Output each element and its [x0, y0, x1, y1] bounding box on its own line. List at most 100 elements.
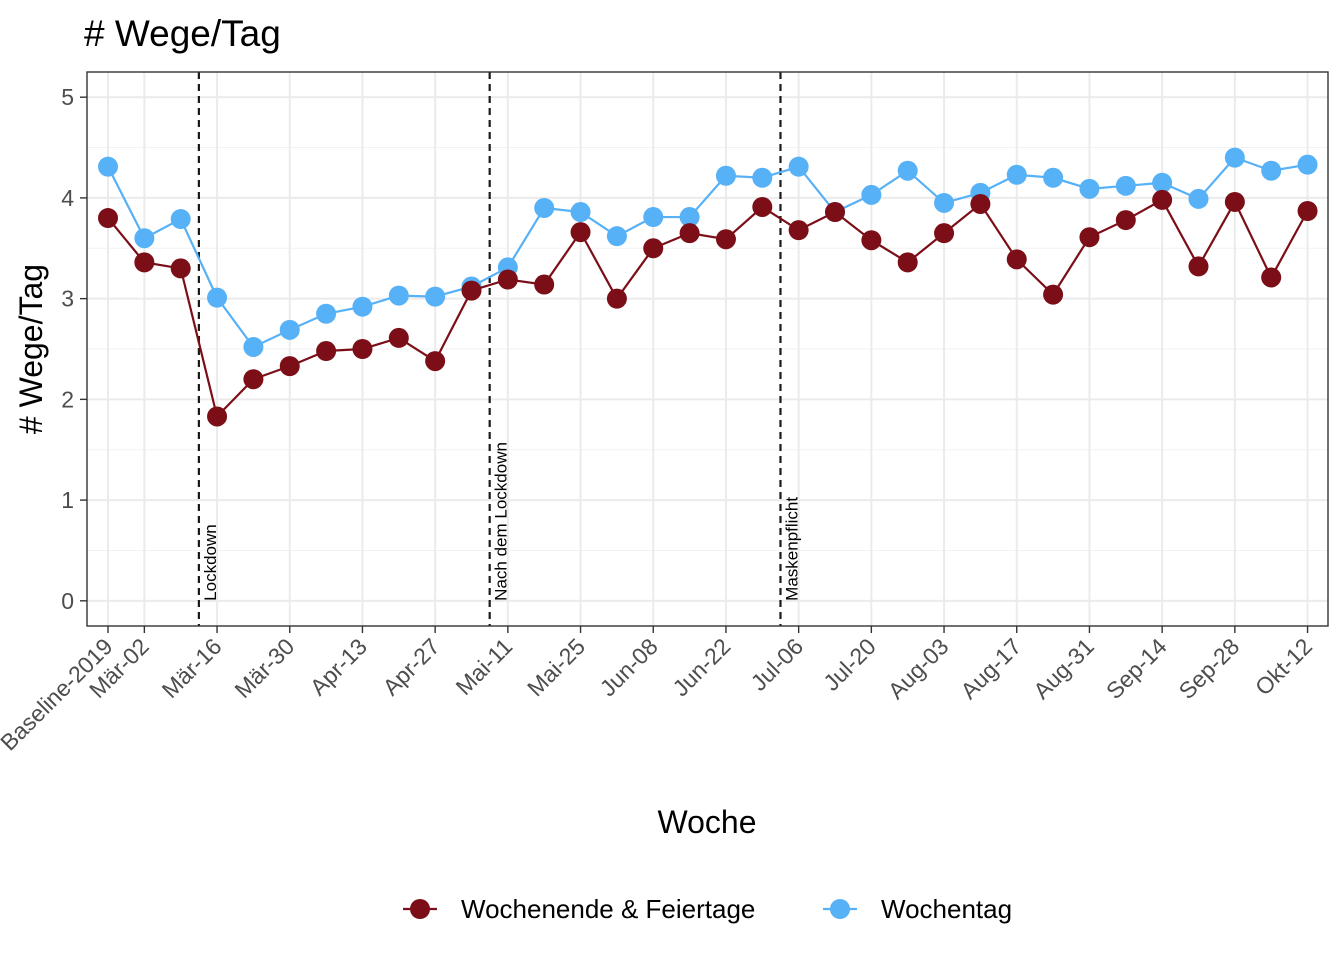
data-point	[279, 319, 300, 340]
data-point	[1188, 188, 1209, 209]
data-point	[752, 196, 773, 217]
y-tick-label: 3	[61, 286, 74, 312]
data-point	[279, 356, 300, 377]
data-point	[425, 351, 446, 372]
y-tick-label: 0	[61, 588, 74, 614]
x-tick-label: Jul-20	[818, 633, 881, 696]
legend-key-marker	[410, 899, 430, 919]
x-tick-label: Mär-30	[229, 633, 299, 703]
y-tick-label: 5	[61, 84, 74, 110]
data-point	[970, 193, 991, 214]
data-point	[534, 197, 555, 218]
data-point	[1261, 267, 1282, 288]
x-tick-label: Jun-08	[595, 633, 663, 701]
data-point	[98, 208, 118, 229]
event-label: Maskenpflicht	[782, 497, 801, 601]
data-point	[243, 336, 264, 357]
data-point	[1152, 189, 1173, 210]
data-point	[934, 223, 955, 244]
data-point	[243, 369, 264, 390]
data-point	[861, 184, 882, 205]
data-point	[1115, 210, 1136, 231]
data-point	[1079, 178, 1100, 199]
data-point	[1261, 160, 1282, 181]
data-point	[207, 287, 228, 308]
data-point	[934, 192, 955, 213]
data-point	[1297, 201, 1318, 222]
legend: Wochenende & Feiertage Wochentag	[403, 894, 1012, 924]
event-label: Nach dem Lockdown	[492, 442, 511, 601]
data-point	[715, 165, 736, 186]
data-point	[352, 296, 373, 317]
plot-border	[86, 71, 1329, 627]
data-point	[134, 228, 155, 249]
data-point	[1079, 227, 1100, 248]
data-point	[98, 156, 118, 177]
x-tick-label: Aug-17	[955, 633, 1026, 704]
data-point	[497, 269, 518, 290]
data-point	[1006, 249, 1027, 270]
x-tick-label: Aug-03	[883, 633, 954, 704]
event-label: Lockdown	[201, 524, 220, 601]
data-point	[606, 226, 627, 247]
x-tick-label: Jun-22	[667, 633, 735, 701]
data-point	[425, 286, 446, 307]
x-tick-label: Jul-06	[745, 633, 808, 696]
y-tick-label: 1	[61, 487, 74, 513]
data-point	[388, 285, 409, 306]
x-tick-label: Sep-14	[1101, 633, 1172, 704]
data-point	[170, 209, 191, 230]
data-point	[352, 339, 373, 359]
data-point	[1188, 256, 1209, 277]
series-line	[107, 198, 1309, 419]
legend-label: Wochentag	[881, 894, 1012, 924]
data-point	[897, 252, 918, 273]
series-line	[107, 156, 1308, 349]
data-point	[570, 222, 591, 243]
data-point	[788, 156, 809, 177]
y-tick-label: 4	[61, 185, 74, 211]
data-point	[1006, 164, 1027, 185]
data-point	[861, 230, 882, 251]
y-axis: 0 1 2 3 4 5	[61, 84, 87, 614]
data-series	[98, 147, 1318, 427]
x-tick-label: Apr-27	[377, 633, 444, 700]
data-point	[170, 258, 191, 279]
data-point	[461, 280, 482, 301]
data-point	[825, 202, 845, 223]
data-point	[570, 202, 591, 223]
x-tick-label: Okt-12	[1250, 633, 1317, 700]
x-axis-title: Woche	[657, 804, 756, 840]
data-point	[316, 341, 337, 362]
data-point	[715, 229, 736, 250]
x-tick-label: Mai-11	[450, 633, 517, 700]
data-point	[679, 207, 700, 228]
data-point	[643, 238, 664, 259]
y-axis-title: # Wege/Tag	[13, 264, 49, 434]
legend-key-marker	[830, 899, 850, 919]
event-markers: Lockdown Nach dem Lockdown Maskenpflicht	[197, 72, 801, 626]
x-tick-label: Sep-28	[1174, 633, 1245, 704]
data-point	[1115, 175, 1136, 196]
x-tick-label: Mai-25	[522, 633, 590, 701]
y-tick-label: 2	[61, 386, 74, 412]
data-point	[134, 252, 155, 273]
data-point	[207, 406, 228, 427]
chart-title: # Wege/Tag	[84, 13, 281, 54]
data-point	[1297, 154, 1318, 175]
data-point	[316, 303, 337, 324]
data-point	[1152, 172, 1173, 193]
data-point	[752, 167, 773, 188]
data-point	[788, 220, 809, 241]
grid-lines	[87, 72, 1328, 626]
data-point	[1043, 167, 1064, 188]
data-point	[534, 274, 555, 295]
data-point	[897, 160, 918, 181]
data-point	[679, 223, 700, 244]
x-tick-label: Aug-31	[1028, 633, 1099, 704]
legend-label: Wochenende & Feiertage	[461, 894, 755, 924]
data-point	[643, 207, 664, 228]
x-tick-label: Apr-13	[305, 633, 372, 700]
x-tick-label: Mär-16	[157, 633, 227, 703]
